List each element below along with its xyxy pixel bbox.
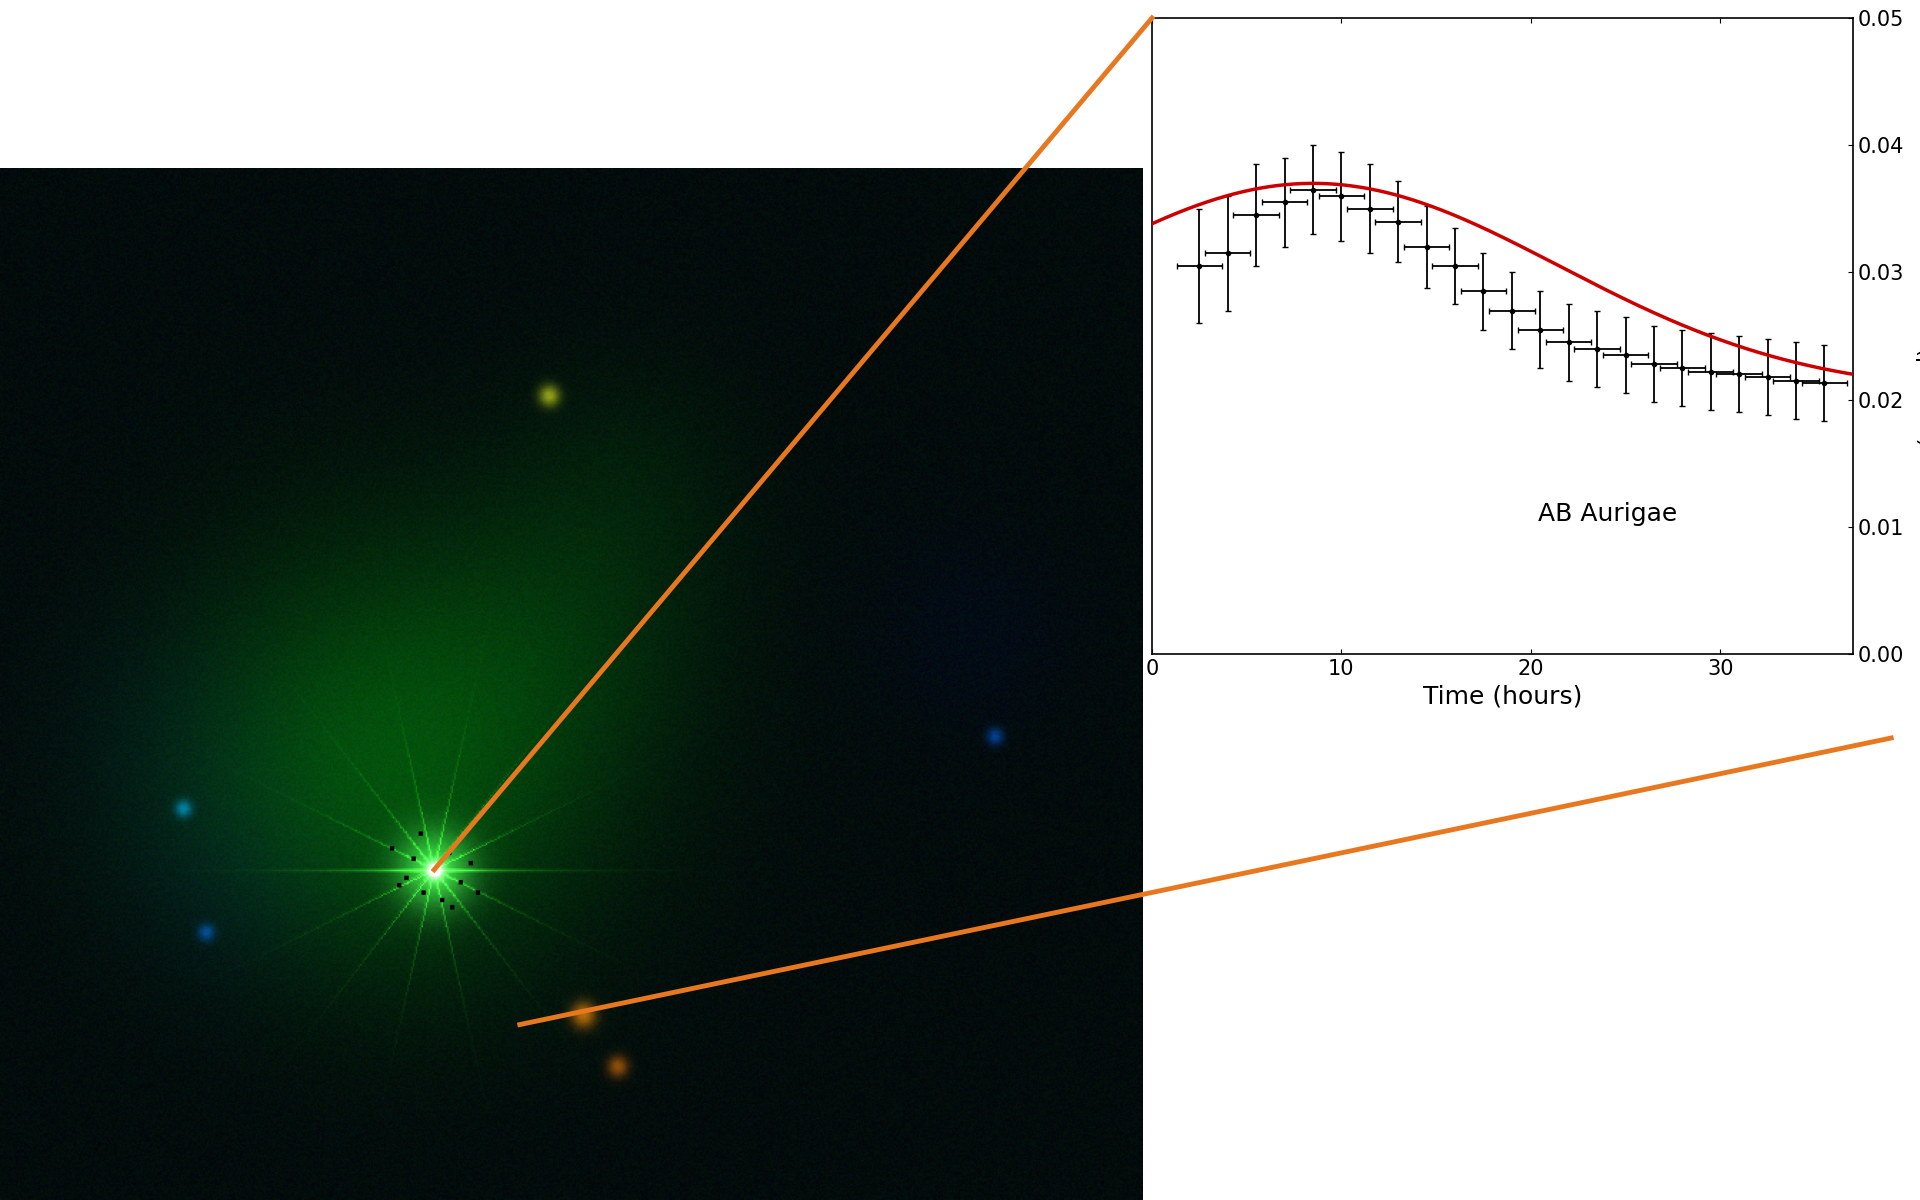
Text: AB Aurigae: AB Aurigae xyxy=(1538,502,1678,526)
Y-axis label: count rate (per sec): count rate (per sec) xyxy=(1914,226,1920,446)
X-axis label: Time (hours): Time (hours) xyxy=(1423,684,1582,708)
